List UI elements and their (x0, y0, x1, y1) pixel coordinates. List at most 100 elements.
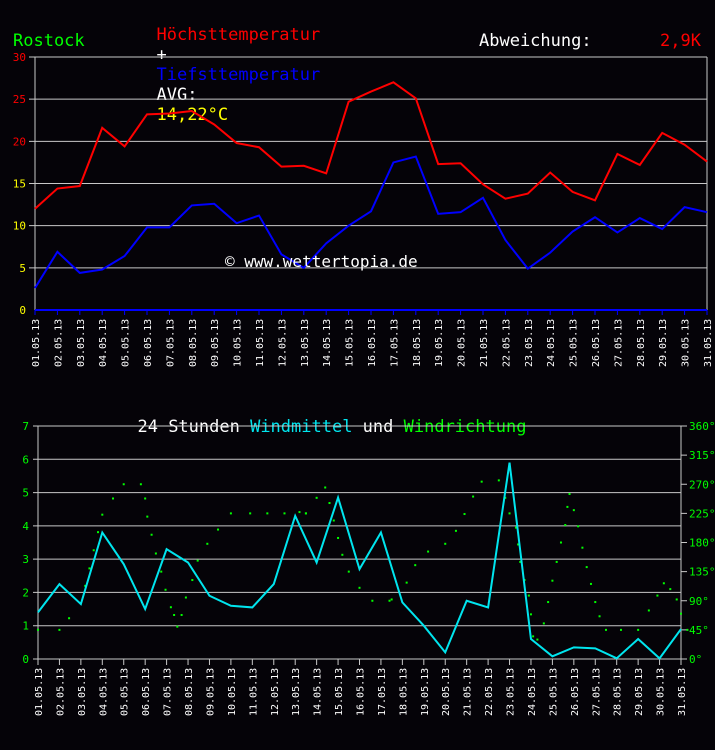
y-tick-label: 5 (22, 487, 29, 500)
x-tick-label: 12.05.13 (277, 319, 288, 367)
wind-title-windmittel: Windmittel (250, 417, 353, 437)
location-label: Rostock (13, 31, 85, 51)
wind-direction-dot (229, 512, 232, 515)
wind-direction-dot (332, 519, 335, 522)
x-tick-label: 20.05.13 (441, 668, 452, 716)
wind-direction-dot (514, 526, 517, 529)
x-tick-label: 13.05.13 (300, 319, 311, 367)
x-tick-label: 16.05.13 (367, 319, 378, 367)
x-tick-label: 11.05.13 (248, 668, 259, 716)
y-tick-label: 20 (13, 135, 26, 148)
wind-direction-dot (675, 598, 678, 601)
x-tick-label: 18.05.13 (398, 668, 409, 716)
wind-direction-dot (150, 533, 153, 536)
wind-direction-dot (160, 570, 163, 573)
wind-direction-dot (217, 528, 220, 531)
x-tick-label: 06.05.13 (143, 319, 154, 367)
wind-title-windrichtung: Windrichtung (403, 417, 527, 437)
x-tick-label: 29.05.13 (634, 668, 645, 716)
x-tick-label: 09.05.13 (210, 319, 221, 367)
wind-direction-dot (84, 584, 87, 587)
y2-tick-label: 135° (689, 566, 715, 579)
deviation-value: 2,9K (660, 31, 701, 51)
x-tick-label: 22.05.13 (484, 668, 495, 716)
wind-direction-dot (585, 566, 588, 569)
y-tick-label: 10 (13, 220, 26, 233)
x-tick-label: 01.05.13 (31, 319, 42, 367)
wind-direction-dot (101, 513, 104, 516)
x-tick-label: 30.05.13 (681, 319, 692, 367)
wind-direction-dot (686, 628, 689, 631)
avg-label: AVG: (156, 85, 198, 105)
x-tick-label: 19.05.13 (420, 668, 431, 716)
y-tick-label: 25 (13, 93, 26, 106)
wind-direction-dot (566, 505, 569, 508)
x-tick-label: 01.05.13 (34, 668, 45, 716)
wind-direction-dot (577, 525, 580, 528)
x-tick-label: 24.05.13 (527, 668, 538, 716)
wind-direction-dot (619, 628, 622, 631)
wind-direction-dot (164, 588, 167, 591)
x-tick-label: 07.05.13 (163, 668, 174, 716)
y-tick-label: 4 (22, 520, 29, 533)
wind-direction-dot (454, 529, 457, 532)
x-tick-label: 14.05.13 (313, 668, 324, 716)
y-tick-label: 7 (22, 420, 29, 433)
wind-direction-dot (304, 512, 307, 515)
x-tick-label: 16.05.13 (356, 668, 367, 716)
wind-direction-dot (68, 617, 71, 620)
wind-direction-dot (472, 495, 475, 498)
x-tick-label: 13.05.13 (291, 668, 302, 716)
wind-direction-dot (551, 579, 554, 582)
wind-direction-dot (154, 552, 157, 555)
wind-direction-dot (315, 496, 318, 499)
x-tick-label: 02.05.13 (55, 668, 66, 716)
temperature-chart: 0 5 10 15 20 25 30 01.05.13 02.05.13 03.05.13 04.0… (13, 51, 714, 367)
wind-chart-title: 24 Stunden Windmittel und Windrichtung (117, 397, 526, 437)
x-tick-label: 17.05.13 (389, 319, 400, 367)
wind-direction-dot (173, 613, 176, 616)
x-tick-label: 08.05.13 (184, 668, 195, 716)
wind-direction-dot (169, 606, 172, 609)
wind-direction-dot (88, 567, 91, 570)
wind-direction-dot (555, 560, 558, 563)
x-tick-label: 31.05.13 (703, 319, 714, 367)
x-tick-label: 05.05.13 (120, 668, 131, 716)
wind-direction-dot (139, 483, 142, 486)
wind-direction-dot (146, 515, 149, 518)
x-tick-label: 31.05.13 (677, 668, 688, 716)
x-tick-label: 06.05.13 (141, 668, 152, 716)
wind-direction-dot (508, 512, 511, 515)
x-tick-label: 27.05.13 (613, 319, 624, 367)
wind-direction-dot (206, 542, 209, 545)
chart-title: Höchsttemperatur + Tiefsttemperatur AVG:… (136, 5, 320, 125)
x-tick-label: 12.05.13 (270, 668, 281, 716)
wind-direction-dot (347, 570, 350, 573)
x-tick-label: 15.05.13 (334, 668, 345, 716)
wind-direction-dot (180, 613, 183, 616)
wind-direction-dot (680, 612, 682, 615)
wind-direction-dot (371, 599, 374, 602)
series-line (34, 155, 708, 289)
wind-direction-dot (480, 480, 483, 483)
wind-direction-dot (568, 492, 571, 495)
y-tick-label: 2 (22, 586, 29, 599)
wind-direction-dot (196, 559, 199, 562)
x-tick-label: 26.05.13 (570, 668, 581, 716)
x-tick-label: 23.05.13 (506, 668, 517, 716)
wind-direction-dot (184, 596, 187, 599)
wind-direction-dot (92, 549, 95, 552)
wind-direction-dot (58, 628, 61, 631)
x-tick-label: 07.05.13 (165, 319, 176, 367)
watermark: © www.wettertopia.de (225, 252, 418, 271)
wind-direction-dot (581, 546, 584, 549)
y-tick-label: 1 (22, 620, 29, 633)
wind-direction-dot (122, 483, 125, 486)
wind-direction-dot (559, 541, 562, 544)
x-tick-label: 19.05.13 (434, 319, 445, 367)
wind-direction-dot (656, 594, 659, 597)
x-tick-label: 25.05.13 (569, 319, 580, 367)
wind-direction-dot (112, 497, 115, 500)
wind-direction-dot (176, 625, 179, 628)
